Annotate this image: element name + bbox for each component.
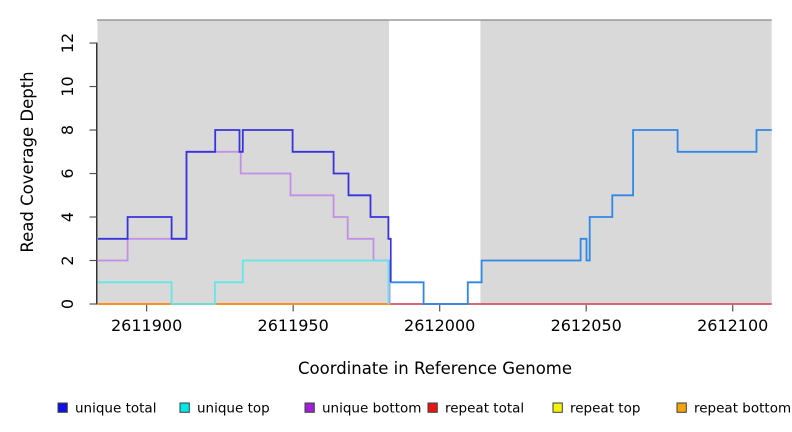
legend-item: repeat bottom — [676, 401, 791, 417]
legend-item: unique total — [57, 401, 156, 417]
legend-item: unique top — [179, 401, 270, 417]
series-unique-top — [98, 259, 390, 305]
y-tick-label: 12 — [58, 33, 77, 53]
x-tick-label: 2612000 — [404, 316, 475, 335]
x-tick-label: 2612050 — [551, 316, 622, 335]
legend-item: repeat total — [427, 401, 524, 417]
legend-swatch — [427, 402, 438, 413]
y-tick-label: 2 — [58, 255, 77, 265]
legend-swatch — [179, 402, 190, 413]
legend-item: unique bottom — [304, 401, 421, 417]
legend-swatch — [552, 402, 563, 413]
x-axis-title: Coordinate in Reference Genome — [298, 359, 572, 378]
legend-label: unique top — [197, 401, 270, 417]
legend-swatch — [676, 402, 687, 413]
legend-label: repeat top — [570, 401, 640, 417]
series-unique-bottom — [98, 150, 391, 304]
plot-area: 0 2 4 6 8 10 12 2611900 2611950 2612000 2612050 261… — [58, 19, 772, 335]
series-unique-total-right-of-gap- — [390, 129, 772, 305]
legend-label: repeat total — [445, 401, 524, 417]
x-tick-label: 2611950 — [258, 316, 329, 335]
chart-legend: unique total unique top unique bottom repea… — [57, 401, 791, 417]
legend-label: unique bottom — [322, 401, 421, 417]
x-tick-label: 2612100 — [697, 316, 768, 335]
legend-swatch — [304, 402, 315, 413]
coverage-gap-band — [388, 20, 481, 304]
x-tick-label: 2611900 — [111, 316, 182, 335]
y-axis-title: Read Coverage Depth — [18, 71, 37, 252]
series-unique-total-left-of-gap- — [98, 129, 392, 283]
y-tick-label: 10 — [58, 76, 77, 96]
y-tick-label: 8 — [58, 125, 77, 135]
legend-label: unique total — [75, 401, 156, 417]
y-tick-label: 6 — [58, 168, 77, 178]
legend-label: repeat bottom — [694, 401, 791, 417]
y-tick-label: 0 — [58, 299, 77, 309]
y-tick-label: 4 — [58, 212, 77, 222]
legend-swatch — [57, 402, 68, 413]
legend-item: repeat top — [552, 401, 640, 417]
